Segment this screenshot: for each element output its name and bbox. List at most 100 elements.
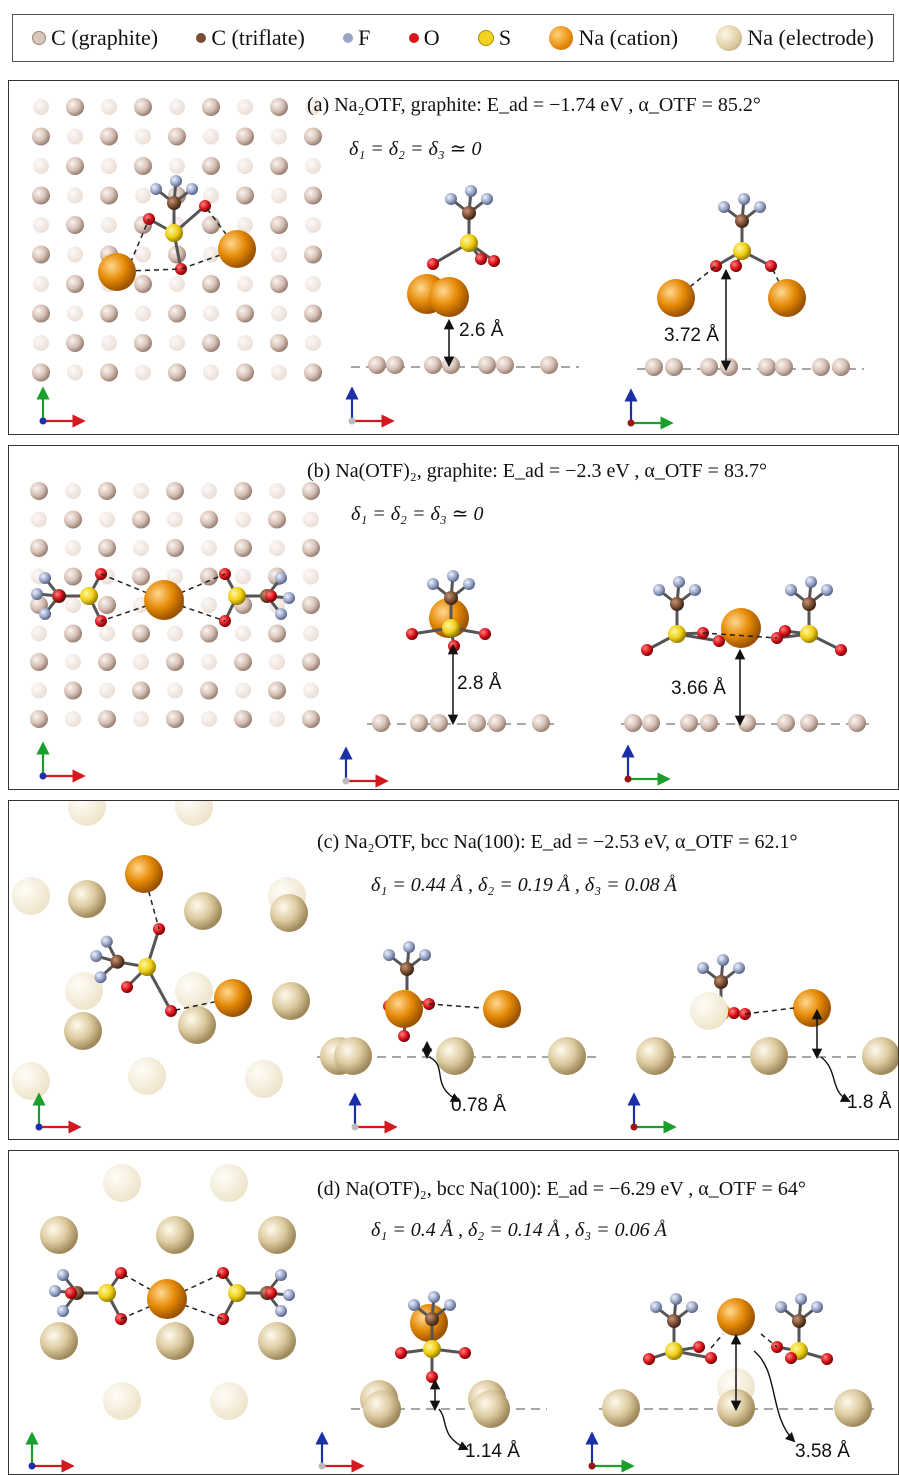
na-electrode-atom — [156, 1322, 194, 1360]
panel-b-distance-side: 2.8 Å — [457, 673, 502, 694]
graphite-c-atom — [268, 510, 286, 529]
graphite-c-atom — [98, 653, 116, 671]
axis-origin — [28, 1462, 36, 1470]
o-atom — [406, 628, 418, 640]
graphite-c-atom — [30, 710, 48, 728]
graphite-c-atom-faded — [65, 483, 81, 499]
graphite-c-atom-faded — [135, 305, 151, 322]
s-atom — [80, 587, 98, 605]
graphite-c-atom — [168, 363, 186, 382]
legend-item-f: F — [343, 25, 370, 51]
graphite-c-atom-faded — [67, 364, 83, 381]
panel-c-distance-front: 1.8 Å — [847, 1092, 892, 1113]
na-cation-atom — [214, 979, 252, 1017]
triflate-c-atom — [735, 214, 749, 228]
graphite-c-atom — [302, 596, 320, 614]
panel-b-title: (b) Na(OTF)₂, graphite: E_ad = −2.3 eV ,… — [307, 460, 767, 482]
o-atom — [53, 590, 65, 602]
graphite-c-atom-faded — [33, 158, 49, 174]
coordination-bond — [744, 1007, 795, 1015]
legend-label: Na (cation) — [578, 25, 679, 50]
graphite-c-atom — [132, 681, 150, 700]
f-atom — [650, 1301, 662, 1313]
o-atom — [730, 260, 742, 272]
f-atom — [733, 962, 745, 974]
axis-origin — [624, 775, 632, 783]
f-atom — [738, 193, 750, 205]
graphite-c-atom — [30, 539, 48, 557]
graphite-c-atom-faded — [269, 711, 285, 727]
graphite-c-atom — [270, 334, 288, 352]
na-electrode-swatch — [716, 25, 743, 51]
graphite-c-atom-faded — [303, 511, 319, 528]
graphite-c-atom — [166, 710, 184, 728]
na-electrode-atom — [834, 1389, 872, 1427]
graphite-c-atom — [132, 567, 150, 586]
o-atom — [95, 568, 107, 580]
graphite-c-atom — [200, 510, 218, 529]
graphite-c-atom-faded — [203, 364, 219, 381]
graphite-c-atom-faded — [303, 568, 319, 585]
legend-label: Na (electrode) — [747, 25, 874, 50]
o-atom — [217, 1313, 229, 1325]
f-atom — [57, 1269, 69, 1281]
graphite-c-atom — [66, 334, 84, 352]
panel-d-distance-front: 3.58 Å — [795, 1441, 850, 1462]
na-electrode-atom — [636, 1037, 674, 1075]
panel-a-title: (a) Na₂OTF, graphite: E_ad = −1.74 eV , … — [307, 94, 761, 116]
panel-c-distance-side: 0.78 Å — [451, 1095, 506, 1116]
graphite-c-atom — [236, 304, 254, 323]
graphite-c-atom — [302, 539, 320, 557]
panel-c-title: (c) Na₂OTF, bcc Na(100): E_ad = −2.53 eV… — [317, 831, 798, 853]
graphite-c-atom — [236, 127, 254, 146]
graphite-c-atom — [134, 275, 152, 293]
f-atom — [275, 1269, 287, 1281]
na-electrode-atom — [40, 1216, 78, 1254]
graphite-c-atom — [236, 363, 254, 382]
f-atom — [275, 1305, 287, 1317]
coordination-bond — [702, 632, 778, 639]
triflate-c-atom — [425, 1312, 439, 1326]
coordination-bond — [710, 1333, 724, 1349]
graphite-c-atom-faded — [167, 625, 183, 642]
graphite-c-atom-faded — [133, 540, 149, 556]
triflate-c-atom — [110, 954, 125, 969]
graphite-c-atom-faded — [269, 654, 285, 670]
f-atom — [57, 1305, 69, 1317]
na-electrode-atom — [258, 1322, 296, 1360]
s-atom — [228, 1284, 246, 1302]
graphite-c-atom — [386, 356, 404, 374]
f-atom — [39, 572, 51, 584]
graphite-c-atom-faded — [33, 99, 49, 115]
axis-origin — [351, 1123, 359, 1131]
graphite-c-atom — [166, 482, 184, 500]
graphite-c-atom — [236, 186, 254, 205]
f-atom — [718, 201, 730, 213]
coordination-bond — [126, 268, 182, 272]
graphite-c-atom-faded — [65, 597, 81, 613]
panel-d-title: (d) Na(OTF)₂, bcc Na(100): E_ad = −6.29 … — [317, 1178, 806, 1200]
f-atom — [408, 1299, 420, 1311]
graphite-c-atom-faded — [269, 483, 285, 499]
s-atom — [733, 242, 751, 260]
graphite-c-atom-faded — [169, 276, 185, 292]
panel-a-distance-side: 2.6 Å — [459, 320, 504, 341]
na-electrode-atom — [472, 1390, 510, 1428]
axis-origin — [348, 417, 356, 425]
f-atom — [697, 962, 709, 974]
na-cation-atom — [385, 990, 423, 1028]
f-atom — [150, 183, 162, 195]
o-atom — [705, 1352, 717, 1364]
graphite-c-atom — [532, 714, 550, 732]
panel-c-graphic — [12, 801, 898, 1134]
graphite-c-atom — [32, 127, 50, 146]
graphite-c-atom-faded — [133, 483, 149, 499]
f-atom — [463, 578, 475, 590]
na-electrode-atom-faded — [103, 1382, 141, 1420]
graphite-c-atom — [645, 358, 663, 376]
o-atom — [641, 644, 653, 656]
graphite-c-atom-faded — [235, 625, 251, 642]
triflate-c-atom — [400, 962, 414, 976]
graphite-c-atom — [64, 624, 82, 643]
graphite-c-atom — [268, 681, 286, 700]
